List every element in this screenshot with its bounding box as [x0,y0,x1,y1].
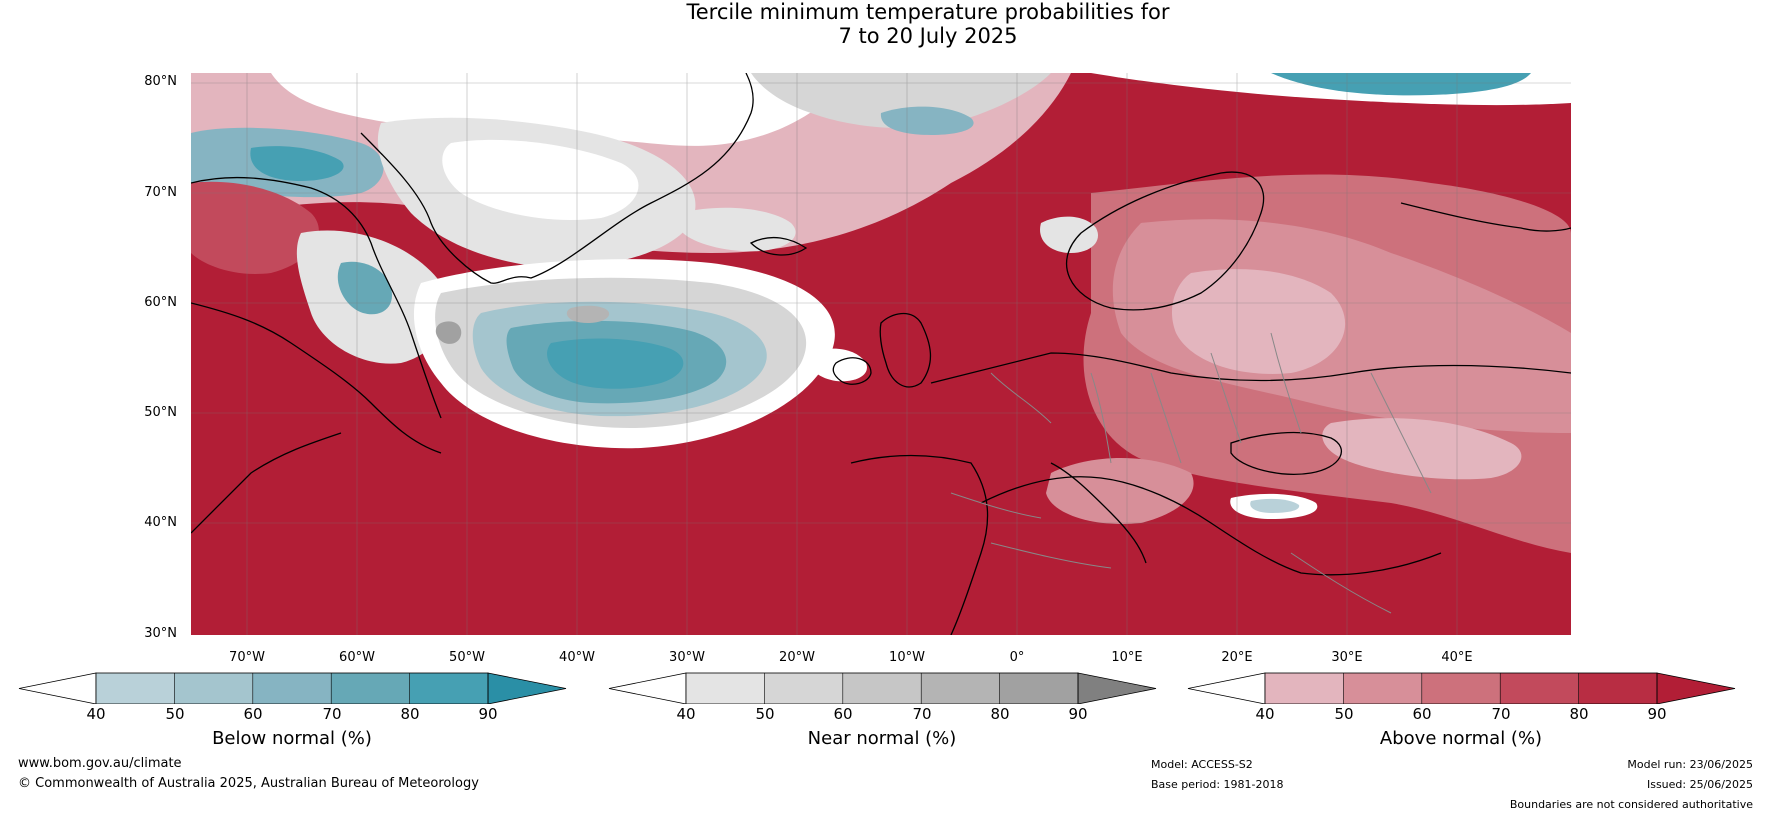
map-title: Tercile minimum temperature probabilitie… [0,0,1770,48]
colorbar-bin-4 [921,673,1000,704]
country-borders [950,332,1432,614]
colorbar-lower-extension [608,672,687,705]
lon-label-70w: 70°W [229,650,265,665]
colorbar-bin-5 [1578,673,1657,704]
colorbar-bin-2 [764,673,843,704]
tick-50: 50 [755,705,775,723]
colorbar-bin-3 [842,673,922,704]
colorbar-bin-1 [686,673,765,704]
model-run-text: Model run: 23/06/2025 [1627,758,1753,771]
tick-40: 40 [86,705,106,723]
colorbar-bin-2 [1343,673,1422,704]
above-normal-40-europe [1171,269,1346,374]
lon-label-10w: 10°W [889,650,925,665]
title-line-2: 7 to 20 July 2025 [838,24,1018,48]
tick-60: 60 [833,705,853,723]
legend-above-normal: 40 50 60 70 80 90 Above normal (%) [1187,668,1737,749]
lon-label-50w: 50°W [449,650,485,665]
graticule [191,73,1571,635]
below-normal-svalbard-sea [880,106,974,135]
tick-90: 90 [1068,705,1088,723]
tick-50: 50 [165,705,185,723]
near-normal-60-arctic [751,73,1051,129]
issued-text: Issued: 25/06/2025 [1646,778,1753,791]
lon-label-40w: 40°W [559,650,595,665]
tick-70: 70 [912,705,932,723]
above-normal-baffin-island [191,181,319,274]
colorbar-upper-extension [1656,672,1736,705]
below-normal-arctic-east [1271,73,1531,96]
lat-label-70n: 70°N [144,185,177,200]
colorbar-bin-1 [1265,673,1344,704]
tick-50: 50 [1334,705,1354,723]
below-normal-baffin-core [250,146,344,181]
tick-60: 60 [243,705,263,723]
copyright-text: © Commonwealth of Australia 2025, Austra… [18,776,479,791]
greenland-white [442,139,639,221]
lon-label-10e: 10°E [1111,650,1143,665]
tick-40: 40 [1255,705,1275,723]
lon-label-20w: 20°W [779,650,815,665]
coastlines [191,73,1571,635]
colorbar-bin-3 [1421,673,1501,704]
below-normal-labrador-sea [337,261,392,315]
map-canvas [191,73,1571,635]
tick-90: 90 [478,705,498,723]
tick-80: 80 [400,705,420,723]
lat-label-80n: 80°N [144,74,177,89]
tick-40: 40 [676,705,696,723]
tick-80: 80 [1569,705,1589,723]
lat-label-30n: 30°N [144,626,177,641]
legend-caption-below-normal: Below normal (%) [212,728,372,749]
near-normal-atlantic-dark-2 [566,305,610,323]
near-normal-iceland [677,207,796,252]
colorbar-bin-5 [999,673,1078,704]
colorbar-near-normal [608,672,1157,705]
lon-label-30w: 30°W [669,650,705,665]
below-normal-atlantic-core [547,338,684,389]
legend-near-normal: 40 50 60 70 80 90 Near normal (%) [608,668,1158,749]
colorbar-lower-extension [1187,672,1266,705]
colorbar-bin-5 [409,673,488,704]
colorbar-bin-2 [174,673,253,704]
lon-label-30e: 30°E [1331,650,1363,665]
lat-label-50n: 50°N [144,405,177,420]
colorbar-below-normal [18,672,567,705]
colorbar-above-normal [1187,672,1736,705]
near-normal-atlantic-dark [435,321,462,344]
lon-label-40e: 40°E [1441,650,1473,665]
disclaimer-text: Boundaries are not considered authoritat… [1509,798,1753,811]
colorbar-bin-1 [96,673,175,704]
above-normal-50-westeurope [1046,458,1194,524]
tick-90: 90 [1647,705,1667,723]
colorbar-bin-4 [331,673,410,704]
lon-label-20e: 20°E [1221,650,1253,665]
below-normal-black-sea [1250,498,1300,513]
colorbar-upper-extension [487,672,567,705]
near-normal-north-sea [808,348,867,382]
lon-label-60w: 60°W [339,650,375,665]
colorbar-bin-3 [252,673,332,704]
near-normal-white-arctic [271,73,851,146]
base-period-text: Base period: 1981-2018 [1151,778,1284,791]
tick-70: 70 [322,705,342,723]
legend-below-normal: 40 50 60 70 80 90 Below normal (%) [18,668,568,749]
tick-70: 70 [1491,705,1511,723]
tick-80: 80 [990,705,1010,723]
colorbar-upper-extension [1077,672,1157,705]
tick-60: 60 [1412,705,1432,723]
above-normal-40-balkans [1322,418,1522,480]
colorbar-lower-extension [18,672,97,705]
lat-label-60n: 60°N [144,295,177,310]
title-line-1: Tercile minimum temperature probabilitie… [686,0,1170,24]
legend-caption-above-normal: Above normal (%) [1379,728,1543,749]
lon-label-0: 0° [1009,650,1025,665]
colorbar-bin-4 [1500,673,1579,704]
near-normal-scandinavia [1040,216,1099,253]
model-text: Model: ACCESS-S2 [1151,758,1253,771]
website-text: www.bom.gov.au/climate [18,756,182,771]
probability-map [191,73,1571,635]
legend-caption-near-normal: Near normal (%) [807,728,957,749]
lat-label-40n: 40°N [144,515,177,530]
